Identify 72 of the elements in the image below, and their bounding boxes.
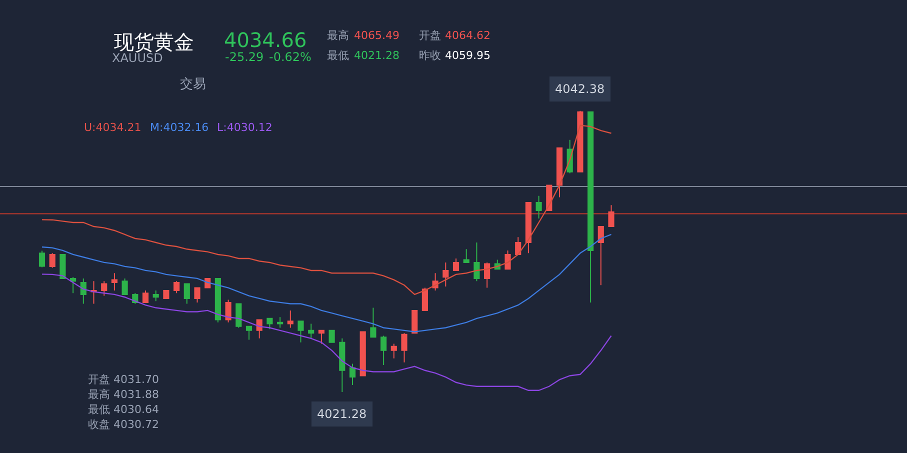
candlestick — [256, 319, 262, 339]
candlestick — [152, 290, 159, 302]
candlestick — [287, 310, 294, 328]
candlestick — [163, 290, 170, 299]
candlestick — [608, 204, 614, 227]
candlestick — [298, 320, 304, 343]
candlestick — [80, 278, 86, 304]
candlestick — [401, 332, 408, 363]
candlestick — [390, 343, 397, 359]
annotation: -25.29 — [225, 50, 264, 64]
candlestick — [349, 363, 356, 386]
candlestick — [122, 278, 128, 295]
annotation: 开盘 4031.70 — [88, 373, 159, 386]
candlestick — [380, 335, 387, 366]
candlestick — [277, 316, 284, 328]
candlestick — [452, 258, 460, 271]
candlestick — [308, 323, 314, 339]
candlestick — [49, 252, 56, 268]
annotation: 现货黄金 — [114, 30, 194, 54]
candlestick — [463, 248, 470, 263]
candlestick — [412, 310, 418, 334]
candlestick — [484, 262, 490, 288]
annotation: 4042.38 — [555, 82, 605, 96]
candlestick — [370, 307, 376, 338]
annotation: 昨收 — [419, 49, 441, 62]
annotation: U:4034.21 — [84, 121, 142, 134]
annotation: 最低 4030.64 — [88, 403, 159, 416]
annotation: XAUUSD — [112, 51, 163, 65]
candlestick — [474, 242, 480, 282]
candlestick — [225, 299, 232, 323]
candlestick — [504, 250, 511, 270]
candlestick — [339, 338, 346, 392]
candlestick — [101, 280, 108, 296]
annotation: 4064.62 — [445, 29, 490, 42]
candlestick — [214, 278, 221, 323]
candlestick — [360, 331, 366, 376]
candlestick — [577, 110, 584, 172]
candlestick — [525, 202, 532, 254]
annotation: 4059.95 — [445, 49, 490, 62]
candlestick — [598, 226, 604, 286]
candlestick — [236, 303, 242, 328]
candlestick — [588, 111, 594, 303]
candlestick — [194, 287, 200, 303]
candlestick — [38, 250, 46, 268]
annotation: 4065.49 — [354, 29, 400, 42]
candlestick — [556, 147, 563, 198]
candlestick — [442, 262, 449, 287]
candlestick — [515, 236, 522, 255]
annotation: 最低 — [327, 49, 349, 62]
annotation: 最高 — [327, 29, 349, 42]
candlestick — [142, 290, 149, 303]
candlestick — [246, 326, 252, 340]
annotation: 收盘 4030.72 — [88, 418, 159, 431]
annotation: 交易 — [180, 76, 206, 92]
annotation: -0.62% — [269, 50, 312, 64]
annotation: 最高 4031.88 — [88, 388, 159, 401]
candlestick — [70, 276, 76, 294]
annotation: L:4030.12 — [217, 121, 272, 134]
candlestick — [328, 330, 335, 343]
annotation: M:4032.16 — [150, 121, 209, 134]
candlestick — [174, 280, 180, 294]
candlestick — [536, 195, 542, 220]
annotation: 开盘 — [419, 29, 441, 42]
annotation: 4034.66 — [224, 28, 307, 52]
candlestick — [111, 272, 118, 291]
candlestick — [318, 330, 324, 344]
candlestick — [422, 287, 428, 311]
candlestick — [60, 254, 66, 279]
annotation: 4021.28 — [317, 407, 367, 421]
annotation: 4021.28 — [354, 49, 400, 62]
candlestick — [266, 318, 273, 330]
candlestick — [184, 283, 190, 304]
